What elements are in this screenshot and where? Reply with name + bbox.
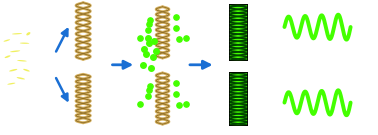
Ellipse shape <box>9 69 17 71</box>
Ellipse shape <box>26 32 30 35</box>
Ellipse shape <box>17 77 25 80</box>
Ellipse shape <box>23 69 30 72</box>
Ellipse shape <box>7 83 15 85</box>
Ellipse shape <box>20 43 29 44</box>
Ellipse shape <box>3 39 10 42</box>
Bar <box>229 4 248 61</box>
Ellipse shape <box>12 33 22 34</box>
Ellipse shape <box>17 60 27 61</box>
Ellipse shape <box>10 50 20 52</box>
Ellipse shape <box>5 55 11 58</box>
Bar <box>229 72 248 126</box>
